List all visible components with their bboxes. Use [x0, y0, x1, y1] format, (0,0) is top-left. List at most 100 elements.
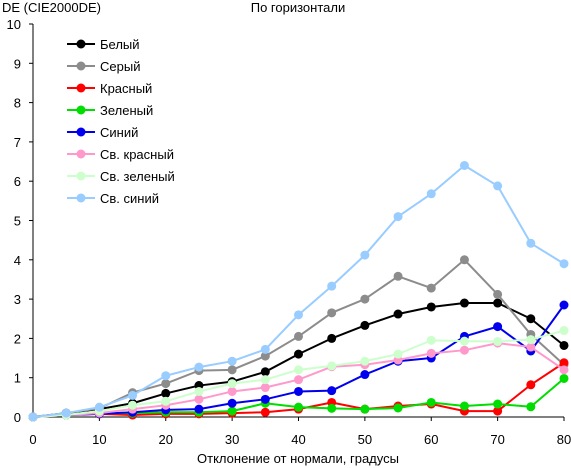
data-point	[161, 371, 171, 381]
data-point	[294, 331, 303, 341]
data-point	[128, 400, 138, 410]
data-point	[559, 373, 569, 383]
data-point	[459, 298, 469, 308]
series-2	[28, 255, 569, 422]
legend-entry-4: Зеленый	[67, 103, 153, 118]
legend-entry-5: Синий	[67, 125, 138, 140]
data-point	[294, 375, 303, 385]
series-7	[28, 326, 569, 422]
data-point	[360, 404, 370, 414]
data-point	[493, 406, 503, 416]
y-tick-label: 8	[14, 96, 21, 111]
x-tick-label: 80	[557, 432, 571, 447]
data-point	[260, 394, 270, 404]
data-point	[260, 407, 270, 417]
data-point	[393, 309, 403, 319]
data-point	[327, 308, 337, 318]
y-axis-label: DE (CIE2000DE)	[2, 0, 101, 15]
legend-label: Св. зеленый	[100, 169, 175, 184]
legend-swatch-marker	[76, 61, 86, 71]
data-point	[459, 336, 469, 346]
data-point	[28, 412, 38, 422]
y-tick-label: 0	[14, 410, 21, 425]
data-point	[294, 349, 303, 359]
x-tick-label: 10	[92, 432, 106, 447]
data-point	[61, 408, 71, 418]
y-tick-label: 2	[14, 331, 21, 346]
data-point	[559, 358, 569, 368]
data-point	[459, 160, 469, 170]
legend-swatch-marker	[76, 193, 86, 203]
data-point	[526, 238, 536, 248]
x-tick-label: 50	[358, 432, 372, 447]
legend-label: Синий	[100, 125, 138, 140]
data-point	[526, 380, 536, 390]
data-point	[393, 212, 403, 222]
legend-entry-3: Красный	[67, 81, 152, 96]
series-line	[32, 302, 565, 418]
data-point	[493, 298, 503, 308]
legend-entry-1: Белый	[67, 37, 140, 52]
data-point	[161, 379, 171, 389]
legend-swatch-marker	[76, 105, 86, 115]
axes: 0 1 2 3 4 5 6 7 8 9 10 0 10 20 30 40 50 60 70 80	[7, 17, 571, 447]
legend-entry-2: Серый	[67, 59, 140, 74]
legend-label: Серый	[100, 59, 140, 74]
data-point	[493, 399, 503, 409]
data-point	[526, 342, 536, 352]
data-point	[327, 403, 337, 413]
series-layer	[28, 160, 569, 422]
data-point	[294, 310, 303, 320]
x-tick-label: 30	[225, 432, 239, 447]
data-point	[94, 402, 104, 412]
data-point	[559, 365, 569, 375]
data-point	[360, 356, 370, 366]
data-point	[227, 406, 237, 416]
data-point	[426, 302, 436, 312]
data-point	[360, 250, 370, 260]
legend-label: Зеленый	[100, 103, 153, 118]
y-tick-label: 6	[14, 174, 21, 189]
data-point	[161, 388, 171, 398]
data-point	[260, 351, 270, 361]
legend-entry-6: Св. красный	[67, 147, 174, 162]
data-point	[493, 181, 503, 191]
data-point	[559, 326, 569, 336]
legend-label: Белый	[100, 37, 140, 52]
series-8	[28, 160, 569, 422]
data-point	[227, 379, 237, 389]
legend-label: Св. красный	[100, 147, 174, 162]
data-point	[294, 386, 303, 396]
legend-swatch-marker	[76, 171, 86, 181]
legend-entry-7: Св. зеленый	[67, 169, 175, 184]
data-point	[459, 255, 469, 265]
data-point	[360, 320, 370, 330]
data-point	[260, 344, 270, 354]
data-point	[360, 294, 370, 304]
data-point	[459, 345, 469, 355]
data-point	[559, 340, 569, 350]
data-point	[194, 386, 204, 396]
legend-swatch-marker	[76, 83, 86, 93]
legend-swatch-marker	[76, 149, 86, 159]
data-point	[493, 289, 503, 299]
y-tick-label: 3	[14, 292, 21, 307]
legend-label: Красный	[100, 81, 152, 96]
y-tick-label: 1	[14, 371, 21, 386]
legend-entry-8: Св. синий	[67, 191, 159, 206]
y-tick-label: 7	[14, 135, 21, 150]
data-point	[327, 281, 337, 291]
data-point	[493, 322, 503, 332]
legend-label: Св. синий	[100, 191, 159, 206]
data-point	[393, 349, 403, 359]
data-point	[393, 271, 403, 281]
y-tick-label: 10	[7, 17, 21, 32]
data-point	[426, 335, 436, 345]
data-point	[426, 189, 436, 199]
y-tick-label: 5	[14, 214, 21, 229]
data-point	[227, 365, 237, 375]
data-point	[327, 386, 337, 396]
data-point	[459, 401, 469, 411]
data-point	[294, 402, 303, 412]
data-point	[526, 402, 536, 412]
